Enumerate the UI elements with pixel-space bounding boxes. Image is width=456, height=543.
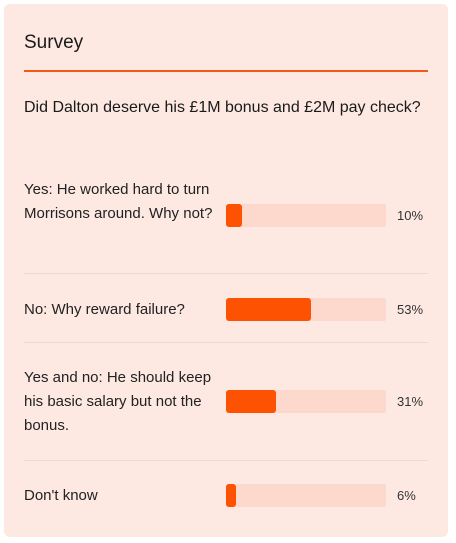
option-bar-fill (226, 390, 276, 413)
option-bar-fill (226, 204, 242, 227)
survey-title: Survey (24, 32, 84, 53)
option-bar-track (226, 390, 386, 413)
option-percent: 53% (397, 302, 424, 317)
option-label: Yes and no: He should keep his basic sal… (24, 369, 212, 434)
option-bar-track (226, 484, 386, 507)
survey-question: Did Dalton deserve his £1M bonus and £2M… (24, 99, 421, 116)
option-percent: 31% (397, 394, 424, 409)
option-percent: 6% (397, 488, 416, 503)
option-bar-fill (226, 298, 311, 321)
title-divider (24, 70, 428, 72)
survey-option-no[interactable]: No: Why reward failure? 53% (24, 274, 428, 343)
option-label: No: Why reward failure? (24, 301, 185, 318)
survey-options: Yes: He worked hard to turn Morrisons ar… (24, 172, 428, 531)
survey-option-yes-and-no[interactable]: Yes and no: He should keep his basic sal… (24, 343, 428, 461)
option-percent: 10% (397, 208, 424, 223)
option-bar-track (226, 298, 386, 321)
survey-option-yes[interactable]: Yes: He worked hard to turn Morrisons ar… (24, 172, 428, 274)
option-label: Yes: He worked hard to turn Morrisons ar… (24, 181, 213, 222)
option-bar-fill (226, 484, 236, 507)
survey-card: Survey Did Dalton deserve his £1M bonus … (4, 4, 448, 537)
option-label: Don't know (24, 487, 98, 504)
survey-option-dont-know[interactable]: Don't know 6% (24, 461, 428, 531)
option-bar-track (226, 204, 386, 227)
